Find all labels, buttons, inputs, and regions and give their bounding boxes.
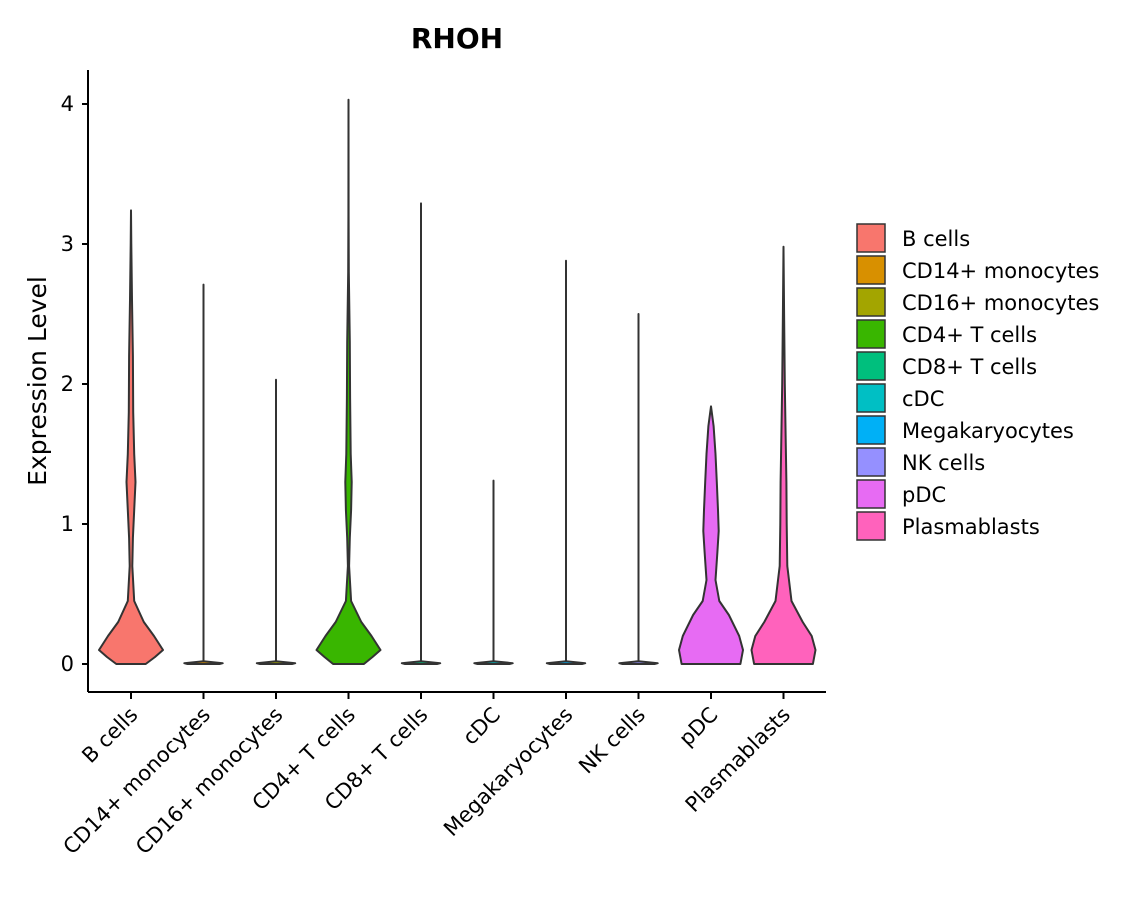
violin-nk-cells xyxy=(618,313,659,665)
violin-cd8-t-cells xyxy=(400,202,442,665)
y-tick-label: 1 xyxy=(61,512,74,536)
x-tick-label: pDC xyxy=(674,703,722,751)
y-tick-label: 4 xyxy=(61,92,74,116)
x-tick-label: Megakaryocytes xyxy=(439,703,578,842)
legend: B cells CD14+ monocytes CD16+ monocytes CD4… xyxy=(856,223,1099,541)
legend-label: CD8+ T cells xyxy=(902,355,1037,379)
y-tick-label: 0 xyxy=(61,652,74,676)
legend-label: NK cells xyxy=(902,451,985,475)
violin-cdc xyxy=(473,479,514,665)
legend-swatch xyxy=(856,255,886,285)
violin-cd4-t-cells xyxy=(315,98,382,665)
legend-label: B cells xyxy=(902,227,970,251)
legend-label: cDC xyxy=(902,387,944,411)
violins xyxy=(98,98,817,665)
legend-swatch xyxy=(856,223,886,253)
legend-swatch xyxy=(856,415,886,445)
legend-swatch xyxy=(856,287,886,317)
legend-label: CD4+ T cells xyxy=(902,323,1037,347)
legend-label: Megakaryocytes xyxy=(902,419,1074,443)
chart-title: RHOH xyxy=(411,22,503,55)
violin-b-cells xyxy=(98,209,164,665)
legend-swatch xyxy=(856,511,886,541)
y-axis-label: Expression Level xyxy=(23,276,52,486)
y-tick-label: 3 xyxy=(61,232,74,256)
x-tick-label: NK cells xyxy=(574,703,650,779)
x-tick-label: cDC xyxy=(458,703,505,750)
legend-swatch xyxy=(856,447,886,477)
violin-cd16-monocytes xyxy=(255,378,297,665)
legend-label: pDC xyxy=(902,483,946,507)
legend-swatch xyxy=(856,319,886,349)
x-tick-label: B cells xyxy=(77,703,142,768)
y-tick-label: 2 xyxy=(61,372,74,396)
legend-label: CD14+ monocytes xyxy=(902,259,1099,283)
legend-swatch xyxy=(856,351,886,381)
legend-swatch xyxy=(856,383,886,413)
legend-label: Plasmablasts xyxy=(902,515,1040,539)
violin-cd14-monocytes xyxy=(183,283,224,665)
y-axis: 0 1 2 3 4 xyxy=(61,70,89,692)
legend-label: CD16+ monocytes xyxy=(902,291,1099,315)
violin-megakaryocytes xyxy=(545,259,587,665)
violin-plasmablasts xyxy=(750,245,817,665)
legend-swatch xyxy=(856,479,886,509)
violin-pdc xyxy=(678,405,744,665)
